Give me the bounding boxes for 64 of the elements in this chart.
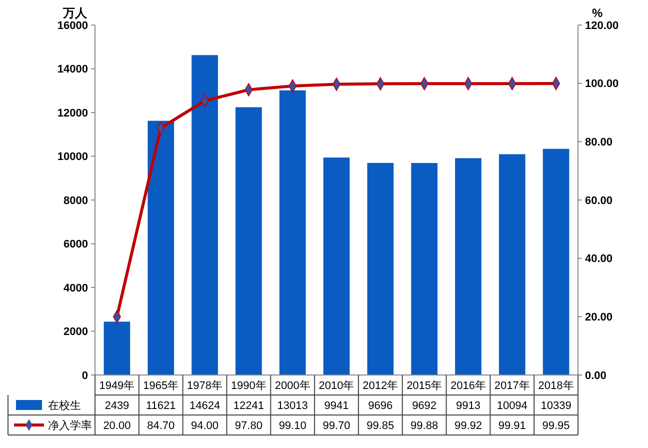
data-label: 99.85: [366, 420, 394, 432]
y2-tick-label: 100.00: [585, 78, 619, 90]
y2-tick-label: 0.00: [585, 370, 606, 382]
data-label: 94.00: [191, 420, 219, 432]
bar: [542, 148, 570, 375]
bar: [323, 158, 350, 375]
y2-tick-label: 120.00: [585, 20, 619, 32]
bar: [498, 154, 526, 375]
x-tick-label: 2010年: [318, 380, 354, 392]
y-tick-label: 4000: [64, 282, 88, 294]
x-tick-label: 2012年: [362, 380, 398, 392]
data-label: 9692: [412, 400, 437, 412]
data-label: 9696: [368, 400, 393, 412]
data-label: 84.70: [147, 420, 175, 432]
x-tick-label: 2000年: [274, 380, 310, 392]
x-tick-label: 1965年: [143, 380, 179, 392]
data-label: 99.95: [542, 420, 570, 432]
data-label: 13013: [277, 400, 308, 412]
data-label: 10094: [496, 400, 528, 412]
y2-axis-title: %: [592, 6, 603, 20]
x-tick-label: 1990年: [230, 380, 266, 392]
x-tick-label: 2016年: [450, 380, 486, 392]
data-label: 99.88: [410, 420, 438, 432]
x-tick-label: 1949年: [99, 380, 135, 392]
data-label: 99.92: [454, 420, 482, 432]
data-label: 2439: [104, 400, 130, 412]
x-tick-label: 1978年: [187, 380, 223, 392]
y-tick-label: 12000: [57, 107, 88, 120]
data-label: 20.00: [103, 420, 131, 432]
data-label: 12241: [233, 400, 264, 412]
y2-tick-label: 60.00: [585, 194, 613, 207]
legend-label: 在校生: [48, 398, 81, 412]
y-tick-label: 10000: [57, 151, 88, 164]
data-label: 10339: [540, 400, 572, 412]
data-label: 99.70: [322, 420, 350, 432]
y2-tick-label: 40.00: [585, 253, 613, 266]
bar: [279, 90, 306, 375]
data-label: 99.10: [278, 420, 306, 432]
data-label: 97.80: [234, 420, 262, 432]
y-tick-label: 6000: [64, 238, 88, 251]
y-tick-label: 0: [82, 370, 88, 382]
x-tick-label: 2015年: [406, 380, 442, 392]
y2-tick-label: 80.00: [585, 136, 613, 149]
legend-label: 净入学率: [48, 418, 92, 432]
bar: [455, 158, 482, 375]
bar: [411, 162, 438, 375]
x-tick-label: 2018年: [538, 380, 574, 392]
bar: [236, 107, 262, 375]
y-tick-label: 16000: [57, 20, 88, 32]
data-label: 11621: [146, 400, 176, 412]
data-label: 99.91: [498, 420, 526, 432]
y-tick-label: 2000: [64, 326, 88, 338]
bar: [192, 55, 218, 375]
y2-tick-label: 20.00: [585, 312, 613, 324]
bar: [148, 120, 174, 375]
y-axis-title: 万人: [62, 6, 88, 20]
y-tick-label: 8000: [64, 194, 88, 207]
data-label: 14624: [189, 400, 220, 412]
data-label: 9913: [456, 400, 480, 412]
y-tick-label: 14000: [57, 64, 88, 76]
bar: [367, 162, 394, 375]
bar: [104, 322, 130, 375]
data-label: 9941: [324, 400, 349, 412]
x-tick-label: 2017年: [494, 380, 530, 392]
